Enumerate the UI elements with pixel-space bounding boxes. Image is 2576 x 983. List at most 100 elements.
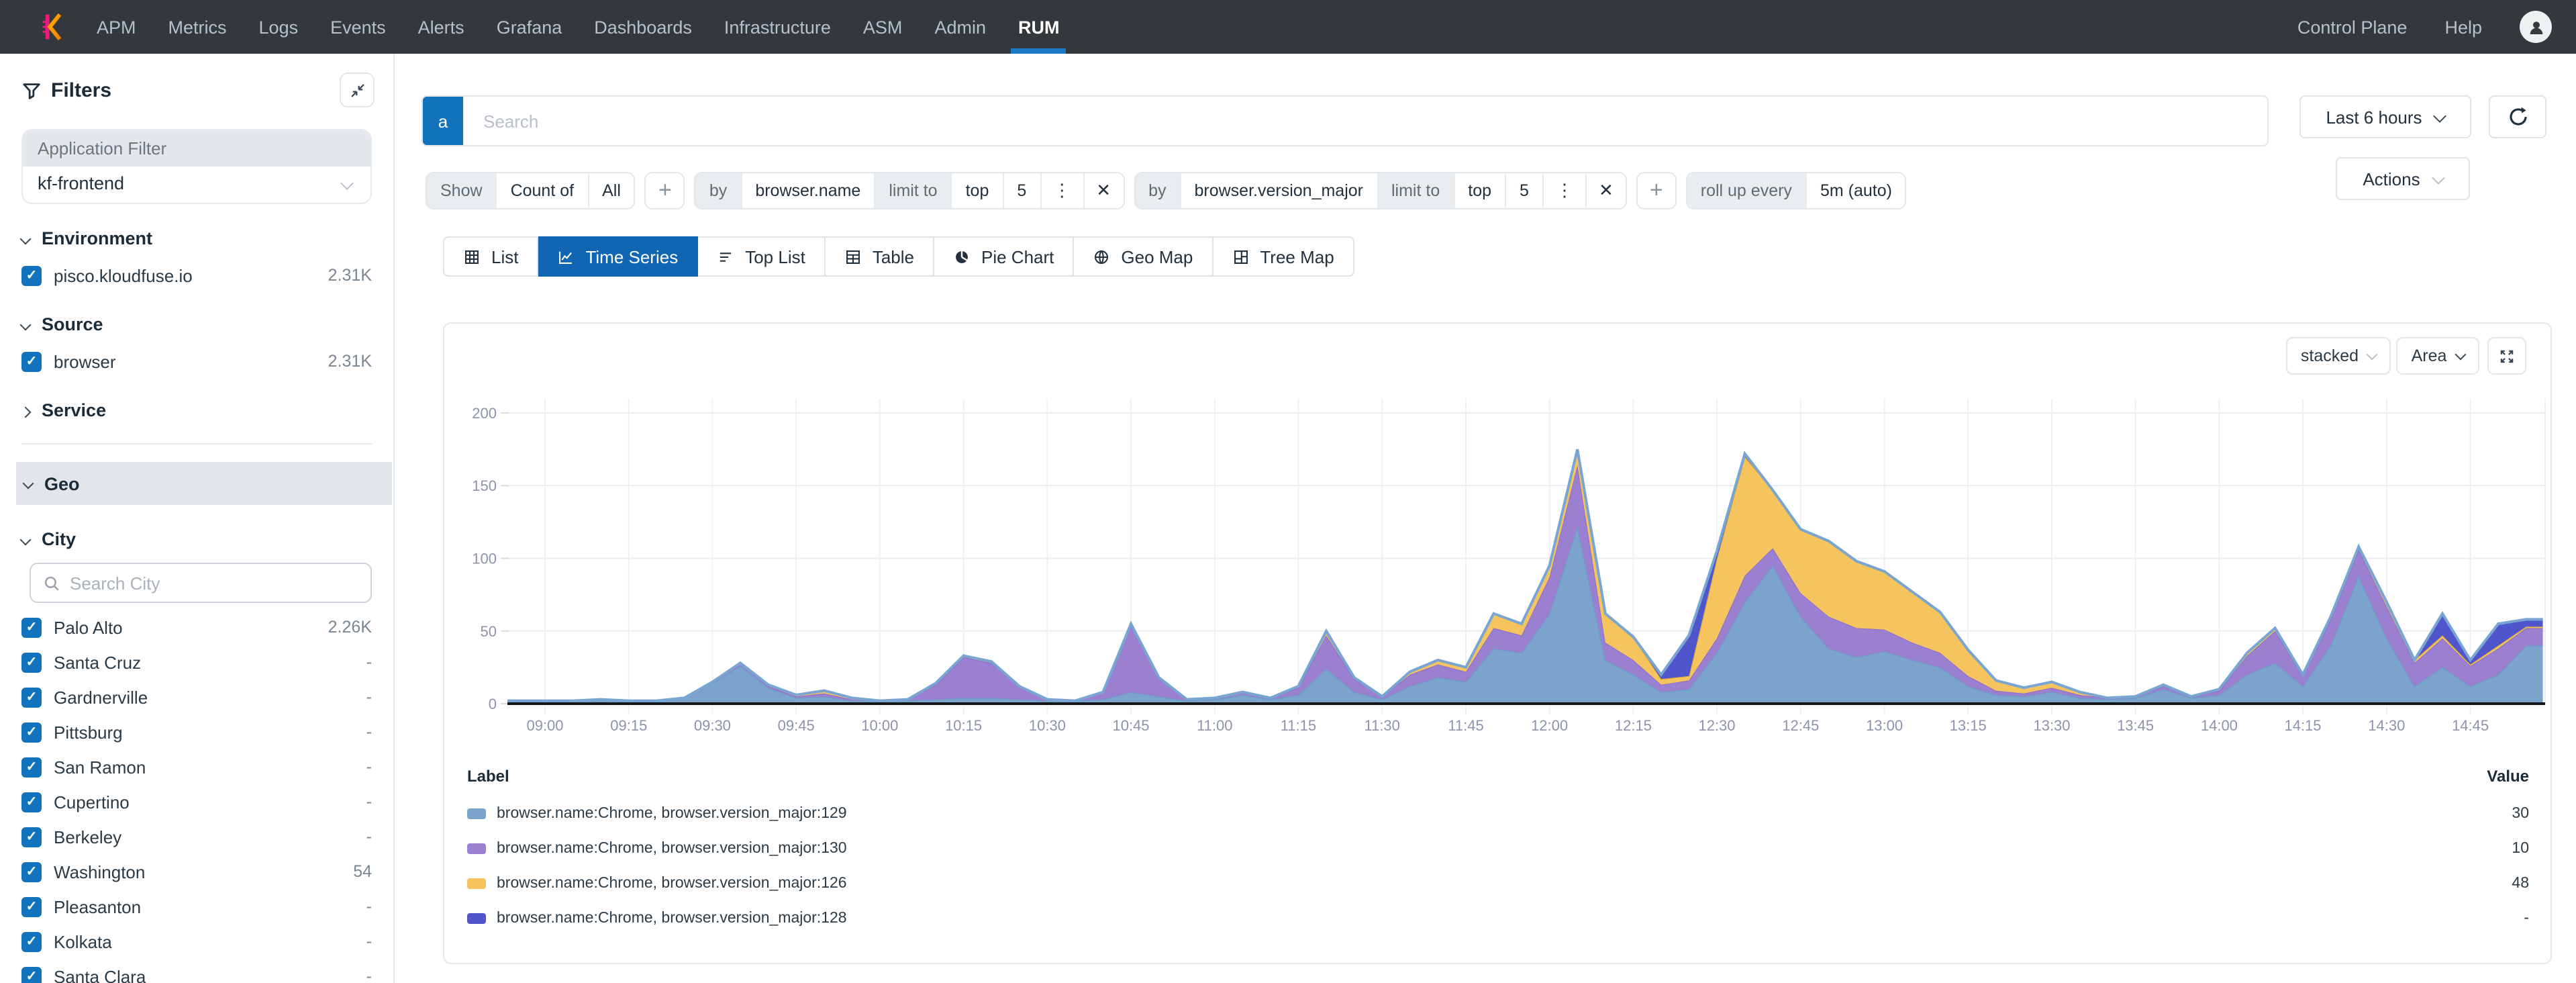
expand-chart-button[interactable] xyxy=(2487,337,2526,375)
y-axis-label: 200 xyxy=(472,405,497,422)
actions-label: Actions xyxy=(2363,169,2420,189)
tab-list[interactable]: List xyxy=(443,236,539,277)
checkbox-checked[interactable]: ✓ xyxy=(21,966,42,983)
tab-label: Pie Chart xyxy=(981,246,1054,267)
checkbox-checked[interactable]: ✓ xyxy=(21,827,42,847)
facet-section-source[interactable]: Source xyxy=(19,314,372,334)
timeseries-chart[interactable]: 09:00 09:15 09:30 09:45 10:00 10:15 10:30 10:45… xyxy=(444,324,2553,966)
facet-row-count: 2.31K xyxy=(328,266,372,285)
search-input[interactable] xyxy=(463,97,2267,145)
nav-item-infrastructure[interactable]: Infrastructure xyxy=(724,17,831,37)
tab-table[interactable]: Table xyxy=(825,236,934,277)
y-axis-label: 100 xyxy=(472,551,497,567)
time-range-picker[interactable]: Last 6 hours xyxy=(2299,95,2471,138)
remove-group-button[interactable]: ✕ xyxy=(1598,180,1614,200)
legend-row[interactable]: browser.name:Chrome, browser.version_maj… xyxy=(467,870,2529,897)
grid-icon xyxy=(465,250,479,263)
x-axis-label: 12:30 xyxy=(1698,717,1735,734)
chip-label-limit-to: limit to xyxy=(1378,173,1455,208)
chip-label-limit-to: limit to xyxy=(875,173,952,208)
facet-section-environment[interactable]: Environment xyxy=(19,228,372,248)
y-axis-label: 50 xyxy=(481,623,497,640)
legend-row[interactable]: browser.name:Chrome, browser.version_maj… xyxy=(467,835,2529,862)
checkbox-checked[interactable]: ✓ xyxy=(21,931,42,951)
add-query-chip-button[interactable]: + xyxy=(644,172,685,209)
nav-item-dashboards[interactable]: Dashboards xyxy=(594,17,692,37)
checkbox-checked[interactable]: ✓ xyxy=(21,617,42,637)
fullscreen-icon xyxy=(2500,349,2514,363)
user-avatar[interactable] xyxy=(2520,11,2552,43)
chip-value-5[interactable]: 5 xyxy=(1506,173,1544,208)
chart-type-value: Area xyxy=(2411,346,2447,365)
checkbox-checked[interactable]: ✓ xyxy=(21,652,42,672)
group-options-button[interactable]: ⋮ xyxy=(1544,173,1587,208)
chip-value-browser-version-major[interactable]: browser.version_major xyxy=(1181,173,1378,208)
chip-value-count-of[interactable]: Count of xyxy=(497,173,589,208)
tab-pie-chart[interactable]: Pie Chart xyxy=(934,236,1075,277)
checkbox-checked[interactable]: ✓ xyxy=(21,861,42,882)
legend-series-value: - xyxy=(2524,910,2529,927)
x-axis-label: 10:15 xyxy=(945,717,982,734)
tab-tree-map[interactable]: Tree Map xyxy=(1213,236,1354,277)
stack-mode-select[interactable]: stacked xyxy=(2286,337,2391,375)
kloudfuse-logo-icon[interactable] xyxy=(38,12,67,42)
tab-geo-map[interactable]: Geo Map xyxy=(1074,236,1213,277)
checkbox-checked[interactable]: ✓ xyxy=(21,265,42,285)
group-options-button[interactable]: ⋮ xyxy=(1041,173,1085,208)
facet-section-service[interactable]: Service xyxy=(19,400,372,420)
refresh-button[interactable] xyxy=(2489,95,2546,138)
checkbox-checked[interactable]: ✓ xyxy=(21,687,42,707)
timeseries-icon xyxy=(559,250,573,263)
nav-item-grafana[interactable]: Grafana xyxy=(496,17,562,37)
nav-item-help[interactable]: Help xyxy=(2444,17,2482,37)
chip-value-top[interactable]: top xyxy=(1454,173,1507,208)
facet-group-geo[interactable]: Geo xyxy=(16,462,392,505)
nav-item-control-plane[interactable]: Control Plane xyxy=(2297,17,2408,37)
city-row-label: Santa Cruz xyxy=(54,652,142,672)
sidebar-divider xyxy=(21,443,372,444)
nav-item-rum[interactable]: RUM xyxy=(1011,0,1066,54)
nav-item-logs[interactable]: Logs xyxy=(258,17,299,37)
checkbox-checked[interactable]: ✓ xyxy=(21,351,42,371)
actions-button[interactable]: Actions xyxy=(2336,157,2470,200)
chart-type-select[interactable]: Area xyxy=(2396,337,2479,375)
chip-value-5[interactable]: 5 xyxy=(1003,173,1042,208)
application-filter-select[interactable]: kf-frontend xyxy=(23,167,370,203)
collapse-sidebar-button[interactable] xyxy=(340,73,375,107)
checkbox-checked[interactable]: ✓ xyxy=(21,722,42,742)
checkbox-checked[interactable]: ✓ xyxy=(21,792,42,812)
city-row-count: - xyxy=(366,932,372,951)
chip-value-all[interactable]: All xyxy=(602,181,621,200)
remove-group-button[interactable]: ✕ xyxy=(1096,180,1111,200)
nav-item-asm[interactable]: ASM xyxy=(862,17,903,37)
city-row-count: - xyxy=(366,722,372,741)
city-row-label: Cupertino xyxy=(54,792,130,812)
checkbox-checked[interactable]: ✓ xyxy=(21,896,42,917)
nav-item-apm[interactable]: APM xyxy=(97,17,136,37)
tab-top-list[interactable]: Top List xyxy=(698,236,826,277)
chip-value-browser-name[interactable]: browser.name xyxy=(742,173,876,208)
filters-title: Filters xyxy=(51,79,112,101)
city-search-input[interactable] xyxy=(70,573,358,593)
checkbox-checked[interactable]: ✓ xyxy=(21,757,42,777)
tab-time-series[interactable]: Time Series xyxy=(538,236,699,277)
legend-row[interactable]: browser.name:Chrome, browser.version_maj… xyxy=(467,800,2529,827)
city-row-cupertino: ✓ Cupertino - xyxy=(21,784,372,819)
nav-item-events[interactable]: Events xyxy=(330,17,386,37)
chevron-down-icon xyxy=(22,471,34,492)
nav-item-metrics[interactable]: Metrics xyxy=(168,17,227,37)
city-row-washington: ✓ Washington 54 xyxy=(21,854,372,889)
legend-series-label: browser.name:Chrome, browser.version_maj… xyxy=(497,806,847,822)
city-row-label: Pittsburg xyxy=(54,722,123,742)
chip-value-top[interactable]: top xyxy=(952,173,1004,208)
nav-item-admin[interactable]: Admin xyxy=(934,17,986,37)
facet-section-city[interactable]: City xyxy=(19,529,372,549)
legend-row[interactable]: browser.name:Chrome, browser.version_maj… xyxy=(467,905,2529,932)
city-row-count: - xyxy=(366,897,372,916)
chip-value-5m-auto[interactable]: 5m (auto) xyxy=(1820,181,1892,200)
treemap-icon xyxy=(1234,250,1248,263)
table-icon xyxy=(846,250,860,263)
nav-item-alerts[interactable]: Alerts xyxy=(417,17,464,37)
person-icon xyxy=(2529,21,2542,34)
add-query-chip-button[interactable]: + xyxy=(1636,172,1677,209)
